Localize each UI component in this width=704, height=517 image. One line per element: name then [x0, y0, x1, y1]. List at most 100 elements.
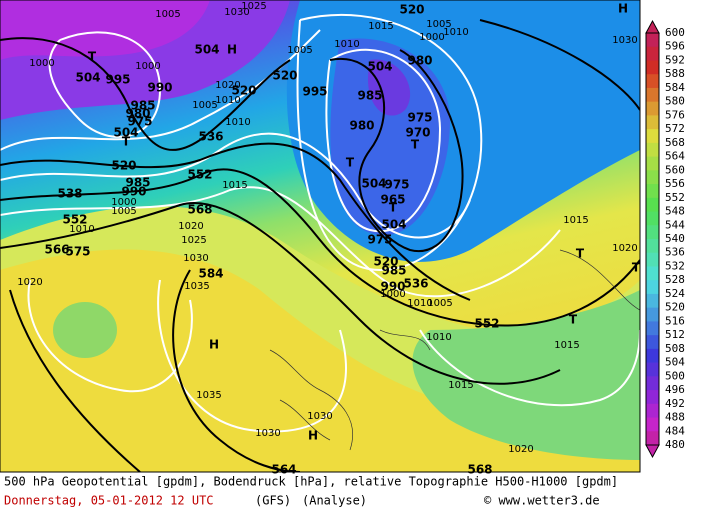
colorbar-label: 548	[665, 205, 685, 218]
colorbar-swatch	[646, 74, 659, 89]
contour-label: 1015	[563, 215, 588, 226]
map	[0, 0, 640, 472]
contour-label: 1020	[17, 277, 42, 288]
colorbar-swatch	[646, 403, 659, 419]
contour-label: 536	[403, 277, 428, 291]
colorbar-swatch	[646, 376, 659, 391]
contour-label: 975	[127, 115, 152, 129]
contour-label: 1005	[192, 100, 217, 111]
contour-label: T	[122, 135, 131, 149]
footer-model: (GFS)	[255, 494, 291, 508]
contour-label: H	[227, 43, 237, 57]
contour-label: T	[632, 261, 641, 275]
contour-label: 504	[75, 71, 100, 85]
contour-label: 1015	[448, 380, 473, 391]
contour-label: 520	[399, 3, 424, 17]
colorbar-swatch	[646, 211, 659, 226]
contour-label: 1035	[196, 390, 221, 401]
colorbar-label: 484	[665, 424, 685, 437]
map-frame	[0, 0, 641, 473]
contour-label: 504	[361, 177, 386, 191]
contour-label: 1010	[225, 117, 250, 128]
contour-label: 970	[405, 126, 430, 140]
contour-label: 1030	[183, 253, 208, 264]
contour-label: 985	[357, 89, 382, 103]
contour-label: 975	[367, 233, 392, 247]
colorbar-swatch	[646, 101, 659, 116]
colorbar-label: 576	[665, 108, 685, 121]
contour-label: 575	[65, 245, 90, 259]
contour-label: 1020	[612, 243, 637, 254]
colorbar-label: 588	[665, 67, 685, 80]
colorbar-swatch	[646, 46, 659, 61]
contour-label: 1015	[222, 180, 247, 191]
colorbar-swatch	[646, 252, 659, 267]
colorbar-label: 552	[665, 191, 685, 204]
contour-label: 1025	[241, 1, 266, 12]
contour-label: 1000	[29, 58, 54, 69]
colorbar-swatch	[646, 170, 659, 185]
colorbar-label: 592	[665, 53, 685, 66]
contour-label: 1020	[508, 444, 533, 455]
colorbar-label: 512	[665, 328, 685, 341]
contour-label: 1000	[135, 61, 160, 72]
contour-label: 1010	[334, 39, 359, 50]
contour-label: 1000	[111, 197, 136, 208]
colorbar-swatch	[646, 280, 659, 295]
contour-label: 1030	[224, 7, 249, 18]
contour-label: 564	[271, 463, 296, 477]
colorbar-label: 600	[665, 26, 685, 39]
contour-label: 552	[62, 213, 87, 227]
contour-label: 980	[125, 107, 150, 121]
colorbar-swatch	[646, 184, 659, 199]
contour-label: 552	[187, 168, 212, 182]
colorbar-swatch	[646, 431, 659, 446]
colorbar-swatch	[646, 390, 659, 405]
colorbar-label: 488	[665, 411, 685, 424]
colorbar-label: 520	[665, 301, 685, 314]
colorbar-swatch	[646, 115, 659, 130]
contour-label: 985	[130, 99, 155, 113]
colorbar-label: 572	[665, 122, 685, 135]
contour-label: 1035	[184, 281, 209, 292]
contour-label: 552	[474, 317, 499, 331]
contour-label: 504	[367, 60, 392, 74]
contour-label: T	[389, 201, 398, 215]
contour-label: 1000	[380, 289, 405, 300]
colorbar-top-arrow	[645, 19, 660, 34]
contour-label: 965	[380, 193, 405, 207]
colorbar-swatch	[646, 266, 659, 281]
contour-label: 1005	[426, 19, 451, 30]
colorbar-swatch	[646, 417, 659, 432]
contour-label: 568	[187, 203, 212, 217]
colorbar-swatch	[646, 156, 659, 171]
contour-label: 504	[194, 43, 219, 57]
colorbar-label: 544	[665, 218, 685, 231]
contour-label: T	[411, 138, 420, 152]
contour-label: H	[209, 338, 219, 352]
contour-label: 1005	[427, 298, 452, 309]
contour-label: T	[576, 247, 585, 261]
contour-label: 990	[380, 280, 405, 294]
colorbar-label: 508	[665, 342, 685, 355]
contour-label: T	[569, 313, 578, 327]
contour-label: 504	[381, 218, 406, 232]
contour-label: H	[308, 429, 318, 443]
contour-label: 1030	[255, 428, 280, 439]
colorbar-label: 596	[665, 40, 685, 53]
contour-label: 520	[231, 84, 256, 98]
colorbar-swatch	[646, 362, 659, 377]
contour-label: 568	[467, 463, 492, 477]
colorbar-label: 524	[665, 287, 685, 300]
contour-label: 1005	[155, 9, 180, 20]
contour-label: T	[346, 156, 355, 170]
contour-label: 1015	[554, 340, 579, 351]
footer-description: 500 hPa Geopotential [gpdm], Bodendruck …	[4, 475, 618, 489]
contour-label: 566	[44, 243, 69, 257]
contour-label: 520	[272, 69, 297, 83]
contour-label: 1030	[307, 411, 332, 422]
contour-label: 1010	[215, 95, 240, 106]
contour-label: 1010	[426, 332, 451, 343]
footer-source: © www.wetter3.de	[484, 494, 600, 508]
contour-label: 1005	[287, 45, 312, 56]
